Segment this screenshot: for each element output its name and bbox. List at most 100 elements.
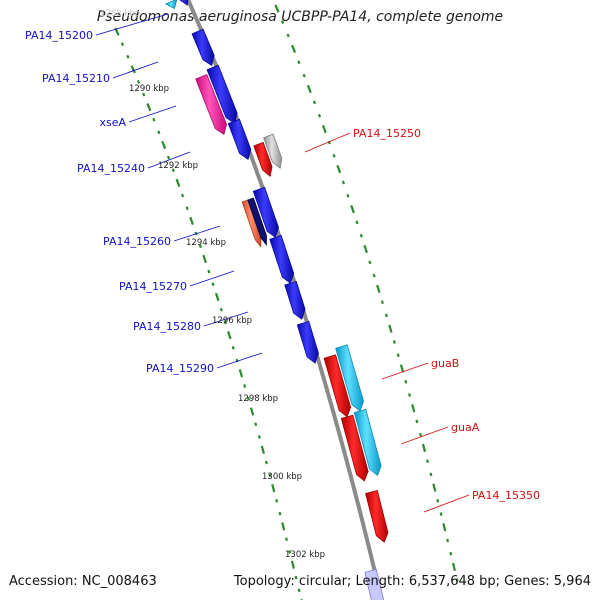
gene-track [164, 0, 389, 600]
outer-tick-mark [388, 324, 393, 333]
gene-arrow-PA14_15250[interactable] [253, 141, 273, 178]
outer-tick-mark [363, 244, 368, 254]
reverse-gene-label[interactable]: xseA [99, 116, 126, 129]
outer-tick-mark [399, 364, 405, 373]
outer-tick-mark [421, 443, 427, 453]
forward-gene-label[interactable]: PA14_15350 [472, 489, 540, 502]
reverse-gene-label[interactable]: PA14_15240 [77, 162, 145, 175]
gene-arrow-PA14_15350[interactable] [365, 490, 389, 543]
inner-tick-mark [243, 384, 247, 388]
gene-arrow-cyan[interactable] [164, 0, 178, 10]
gene-arrow-cyan[interactable] [353, 408, 382, 477]
forward-leader-line [400, 426, 449, 445]
reverse-gene-label[interactable]: PA14_15280 [133, 320, 201, 333]
kbp-tick-label: 1298 kbp [238, 394, 278, 404]
outer-tick-mark [446, 538, 450, 543]
forward-gene-label[interactable]: guaB [431, 357, 459, 370]
forward-leader-line [304, 132, 351, 153]
reverse-leader-line [112, 61, 159, 79]
inner-tick-mark [268, 473, 272, 478]
inner-tick-mark [297, 588, 301, 593]
gene-arrow[interactable] [206, 64, 238, 125]
outer-tick-mark [392, 340, 396, 344]
reverse-gene-label[interactable]: PA14_15200 [25, 29, 93, 42]
outer-tick-track [274, 4, 459, 582]
inner-tick-mark [285, 537, 288, 541]
inner-tick-mark [130, 65, 136, 74]
label-leaders [95, 13, 470, 513]
inner-tick-mark [271, 483, 276, 493]
kbp-tick-label: 1294 kbp [186, 238, 226, 248]
gene-arrow-xseA[interactable] [195, 73, 227, 136]
gene-arrow-guaA[interactable] [340, 414, 369, 482]
outer-tick-mark [346, 193, 350, 198]
gene-labels: PA14_15200 PA14_15210 xseA PA14_15240 PA14_1… [25, 29, 540, 502]
reverse-gene-label[interactable]: PA14_15290 [146, 362, 214, 375]
gene-arrow[interactable] [179, 0, 189, 6]
gene-arrow[interactable] [284, 280, 306, 320]
outer-tick-mark [336, 165, 342, 174]
inner-tick-mark [126, 54, 130, 59]
accession-text: Accession: NC_008463 [9, 574, 157, 589]
outer-tick-mark [332, 153, 336, 158]
gene-arrow-guaB[interactable] [323, 354, 352, 418]
inner-tick-mark [142, 92, 146, 97]
outer-tick-mark [408, 393, 412, 397]
gene-arrow-navy[interactable] [247, 197, 267, 246]
outer-tick-mark [350, 204, 355, 214]
outer-tick-mark [442, 523, 447, 532]
inner-tick-mark [219, 307, 223, 312]
outer-tick-mark [372, 273, 376, 278]
outer-tick-mark [451, 562, 456, 572]
forward-gene-label[interactable]: PA14_15250 [353, 127, 421, 140]
outer-tick-mark [384, 313, 388, 318]
kbp-tick-label: 1290 kbp [129, 84, 169, 94]
gene-arrow[interactable] [269, 234, 295, 284]
inner-tick-mark [189, 216, 194, 225]
gene-arrow[interactable] [191, 28, 215, 67]
outer-tick-mark [286, 33, 290, 38]
outer-tick-mark [368, 260, 372, 265]
outer-tick-mark [297, 60, 301, 65]
reverse-gene-label[interactable]: PA14_15260 [103, 235, 171, 248]
reverse-leader-line [173, 225, 221, 242]
inner-tick-mark [211, 282, 215, 287]
inner-tick-mark [161, 140, 167, 150]
reverse-leader-line [216, 352, 263, 369]
outer-tick-mark [359, 233, 363, 238]
forward-leader-line [381, 362, 429, 380]
inner-tick-mark [227, 330, 232, 340]
inner-tick-mark [281, 522, 286, 531]
reverse-gene-label[interactable]: PA14_15270 [119, 280, 187, 293]
gene-arrow-faded[interactable] [364, 569, 385, 600]
gene-arrow-cyan[interactable] [335, 344, 365, 412]
inner-tick-track [114, 27, 303, 600]
inner-tick-mark [288, 550, 292, 554]
inner-tick-mark [207, 269, 211, 274]
gene-arrow-silver[interactable] [263, 133, 283, 169]
inner-tick-mark [185, 206, 189, 211]
inner-tick-mark [175, 178, 181, 188]
outer-tick-mark [404, 379, 408, 384]
inner-tick-mark [166, 155, 171, 160]
inner-tick-mark [257, 435, 261, 439]
inner-tick-mark [260, 445, 265, 454]
outer-tick-mark [321, 124, 327, 134]
outer-tick-mark [355, 220, 359, 225]
outer-tick-mark [449, 551, 453, 556]
reverse-gene-label[interactable]: PA14_15210 [42, 72, 110, 85]
kbp-tick-label: 1288 kbp [100, 9, 140, 19]
inner-tick-mark [264, 460, 268, 465]
gene-arrow[interactable] [227, 118, 252, 161]
gene-arrow[interactable] [296, 320, 319, 364]
outer-tick-mark [376, 284, 381, 294]
gene-arrow[interactable] [252, 186, 279, 238]
gene-arrow-salmon[interactable] [241, 199, 262, 248]
outer-tick-mark [411, 404, 416, 413]
outer-tick-mark [429, 472, 433, 477]
forward-gene-label[interactable]: guaA [451, 421, 480, 434]
outer-tick-mark [280, 20, 285, 24]
outer-tick-mark [418, 432, 422, 437]
inner-tick-mark [249, 407, 255, 416]
